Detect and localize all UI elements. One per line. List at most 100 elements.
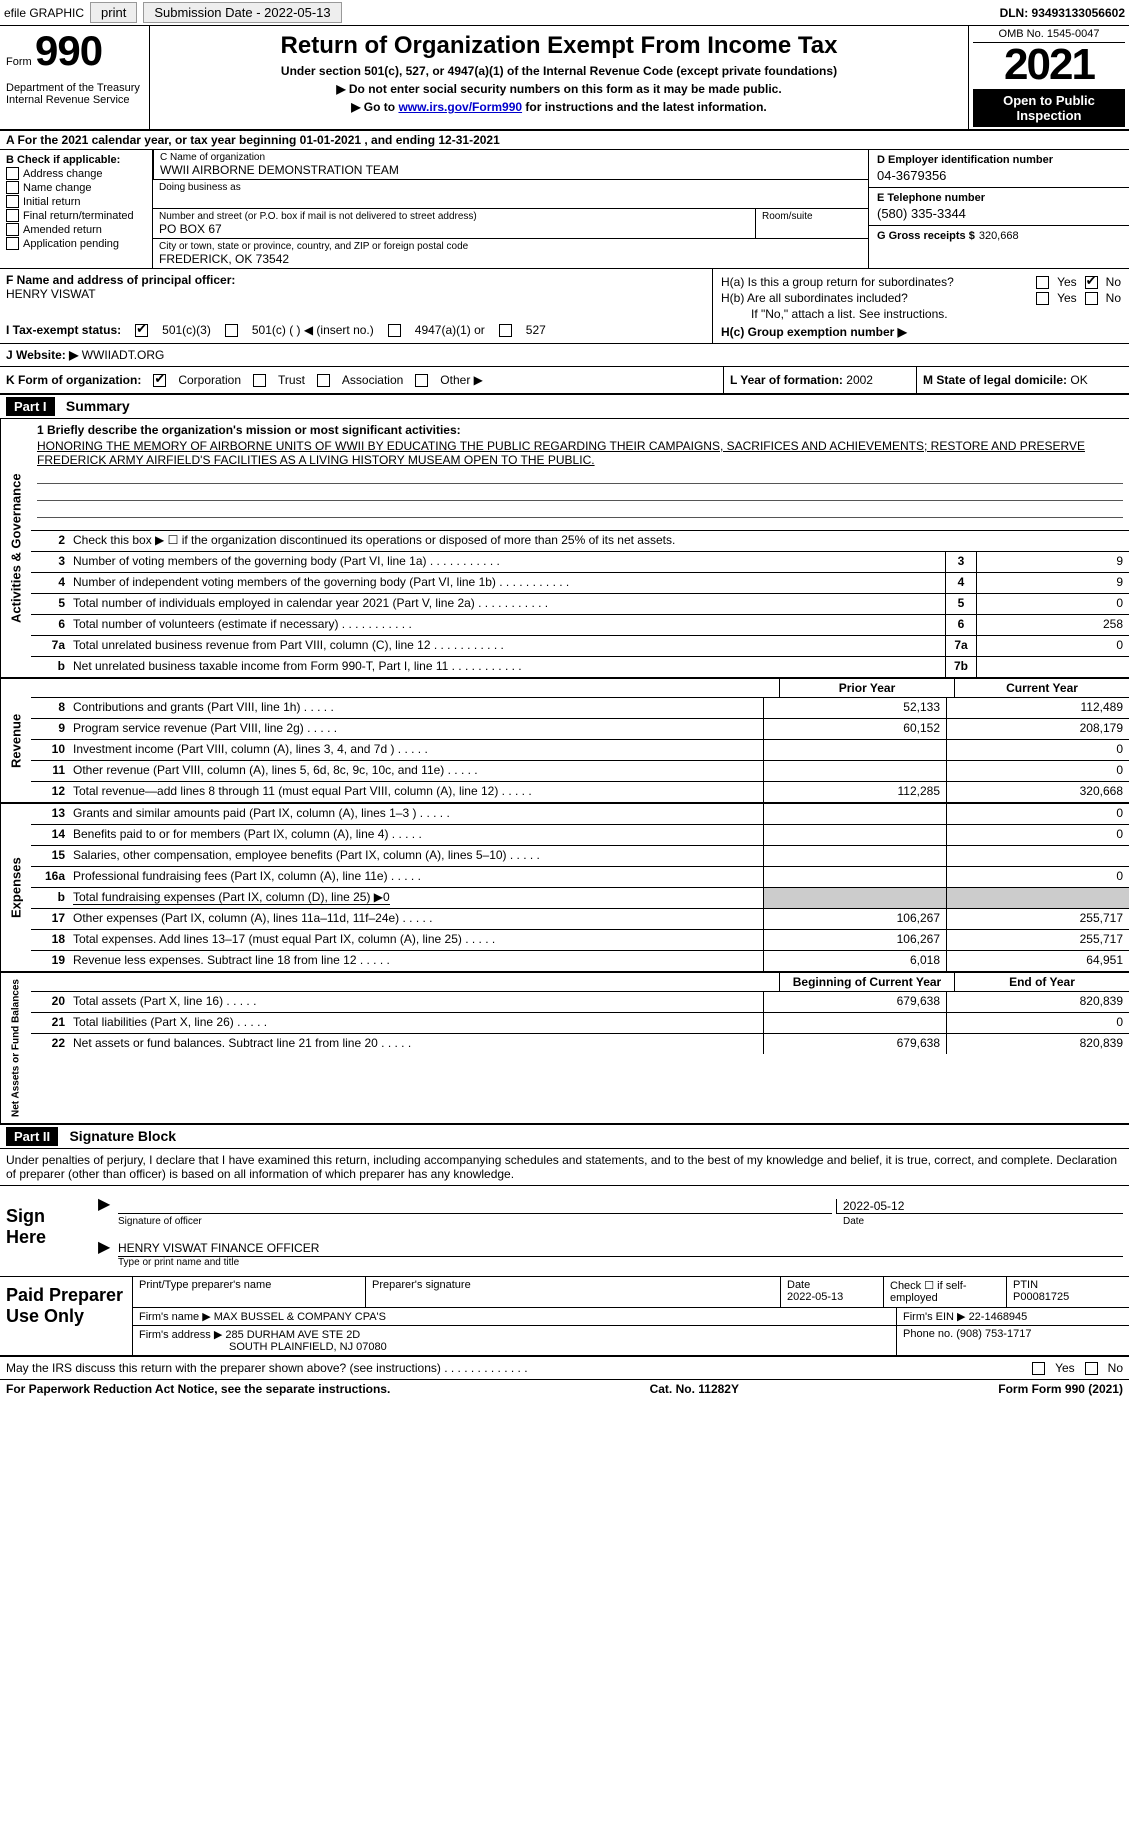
self-employed-check[interactable]: Check ☐ if self-employed: [884, 1277, 1007, 1307]
ha-no-checkbox[interactable]: [1085, 276, 1098, 289]
state-domicile: OK: [1070, 373, 1087, 387]
title-cell: Return of Organization Exempt From Incom…: [150, 26, 969, 129]
mission-text: HONORING THE MEMORY OF AIRBORNE UNITS OF…: [37, 439, 1123, 467]
part-i-title: Summary: [66, 398, 130, 414]
checkbox-initial-return[interactable]: [6, 195, 19, 208]
header-beginning-year: Beginning of Current Year: [779, 973, 954, 991]
addr-label: Number and street (or P.O. box if mail i…: [159, 211, 749, 222]
checkbox-amended[interactable]: [6, 223, 19, 236]
top-toolbar: efile GRAPHIC print Submission Date - 20…: [0, 0, 1129, 26]
side-label-activities: Activities & Governance: [0, 419, 31, 677]
firm-addr-label: Firm's address ▶: [139, 1329, 222, 1341]
table-row: 18Total expenses. Add lines 13–17 (must …: [31, 930, 1129, 951]
checkbox-501c[interactable]: [225, 324, 238, 337]
ein-label: D Employer identification number: [877, 154, 1121, 166]
cat-number: Cat. No. 11282Y: [650, 1382, 739, 1396]
table-row: 19Revenue less expenses. Subtract line 1…: [31, 951, 1129, 971]
m-label: M State of legal domicile:: [923, 373, 1067, 387]
checkbox-corporation[interactable]: [153, 374, 166, 387]
sign-here-label: Sign Here: [0, 1186, 92, 1276]
firm-ein-label: Firm's EIN ▶: [903, 1311, 966, 1323]
section-expenses: Expenses 13Grants and similar amounts pa…: [0, 804, 1129, 973]
checkbox-app-pending[interactable]: [6, 237, 19, 250]
table-row: 13Grants and similar amounts paid (Part …: [31, 804, 1129, 825]
dln-label: DLN: 93493133056602: [1000, 6, 1125, 20]
checkbox-name-change[interactable]: [6, 181, 19, 194]
city-value: FREDERICK, OK 73542: [159, 252, 862, 266]
checkbox-trust[interactable]: [253, 374, 266, 387]
net-column-headers: Beginning of Current Year End of Year: [31, 973, 1129, 992]
table-row: 21Total liabilities (Part X, line 26) . …: [31, 1013, 1129, 1034]
open-inspection: Open to Public Inspection: [973, 89, 1125, 127]
preparer-sig-label: Preparer's signature: [372, 1279, 774, 1291]
ha-yes-checkbox[interactable]: [1036, 276, 1049, 289]
sign-here-block: Sign Here ▶ 2022-05-12 Signature of offi…: [0, 1186, 1129, 1277]
org-name: WWII AIRBORNE DEMONSTRATION TEAM: [160, 163, 862, 177]
subtitle-3: ▶ Go to www.irs.gov/Form990 for instruct…: [156, 100, 962, 114]
line-1-brief: 1 Briefly describe the organization's mi…: [31, 419, 1129, 531]
checkbox-4947[interactable]: [388, 324, 401, 337]
part-ii-title: Signature Block: [69, 1128, 176, 1144]
col-b-title: B Check if applicable:: [6, 154, 146, 166]
officer-name-title: HENRY VISWAT FINANCE OFFICER: [118, 1241, 1123, 1257]
header-end-year: End of Year: [954, 973, 1129, 991]
paid-preparer-block: Paid Preparer Use Only Print/Type prepar…: [0, 1277, 1129, 1357]
print-button[interactable]: print: [90, 2, 137, 23]
side-label-net-assets: Net Assets or Fund Balances: [0, 973, 31, 1123]
part-ii-header-row: Part II Signature Block: [0, 1125, 1129, 1149]
checkbox-final-return[interactable]: [6, 209, 19, 222]
city-label: City or town, state or province, country…: [159, 241, 862, 252]
table-row: 12Total revenue—add lines 8 through 11 (…: [31, 782, 1129, 802]
firm-addr1: 285 DURHAM AVE STE 2D: [225, 1329, 360, 1341]
table-row: 10Investment income (Part VIII, column (…: [31, 740, 1129, 761]
header-current-year: Current Year: [954, 679, 1129, 697]
table-row: bTotal fundraising expenses (Part IX, co…: [31, 888, 1129, 909]
sig-officer-sublabel: Signature of officer: [118, 1216, 833, 1227]
website-value: WWIIADT.ORG: [82, 348, 165, 362]
firm-phone-value: (908) 753-1717: [956, 1328, 1031, 1340]
arrow-icon: ▶: [98, 1194, 114, 1214]
table-row: 8Contributions and grants (Part VIII, li…: [31, 698, 1129, 719]
firm-name-label: Firm's name ▶: [139, 1311, 211, 1323]
l-label: L Year of formation:: [730, 373, 843, 387]
form990-link[interactable]: www.irs.gov/Form990: [398, 100, 522, 114]
paperwork-notice: For Paperwork Reduction Act Notice, see …: [6, 1382, 390, 1396]
discuss-no-checkbox[interactable]: [1085, 1362, 1098, 1375]
row-a-calendar-year: A For the 2021 calendar year, or tax yea…: [0, 131, 1129, 150]
table-row: 5Total number of individuals employed in…: [31, 594, 1129, 615]
table-row: 4Number of independent voting members of…: [31, 573, 1129, 594]
table-row: 7aTotal unrelated business revenue from …: [31, 636, 1129, 657]
column-b-checkboxes: B Check if applicable: Address change Na…: [0, 150, 153, 268]
efile-label: efile GRAPHIC: [4, 6, 84, 20]
firm-ein-value: 22-1468945: [969, 1311, 1028, 1323]
table-row: 11Other revenue (Part VIII, column (A), …: [31, 761, 1129, 782]
print-name-label: Print/Type preparer's name: [139, 1279, 359, 1291]
c-name-label: C Name of organization: [160, 152, 862, 163]
checkbox-association[interactable]: [317, 374, 330, 387]
address-value: PO BOX 67: [159, 222, 749, 236]
part-i-badge: Part I: [6, 397, 55, 416]
irs-label: Internal Revenue Service: [6, 94, 143, 106]
checkbox-527[interactable]: [499, 324, 512, 337]
discuss-yes-checkbox[interactable]: [1032, 1362, 1045, 1375]
hb-no-checkbox[interactable]: [1085, 292, 1098, 305]
form-ref: Form Form 990 (2021): [998, 1382, 1123, 1396]
firm-addr2: SOUTH PLAINFIELD, NJ 07080: [229, 1341, 387, 1353]
year-formation: 2002: [846, 373, 873, 387]
table-row: 3Number of voting members of the governi…: [31, 552, 1129, 573]
column-deg: D Employer identification number 04-3679…: [868, 150, 1129, 268]
form-number: 990: [35, 27, 102, 74]
officer-name: HENRY VISWAT: [6, 287, 96, 301]
phone-label: E Telephone number: [877, 192, 1121, 204]
submission-date-button[interactable]: Submission Date - 2022-05-13: [143, 2, 341, 23]
checkbox-other[interactable]: [415, 374, 428, 387]
checkbox-address-change[interactable]: [6, 167, 19, 180]
signature-line[interactable]: [118, 1212, 832, 1214]
firm-phone-label: Phone no.: [903, 1328, 953, 1340]
form-number-cell: Form 990 Department of the Treasury Inte…: [0, 26, 150, 129]
header-prior-year: Prior Year: [779, 679, 954, 697]
dba-label: Doing business as: [159, 182, 862, 193]
checkbox-501c3[interactable]: [135, 324, 148, 337]
hb-yes-checkbox[interactable]: [1036, 292, 1049, 305]
row-klm: K Form of organization: Corporation Trus…: [0, 367, 1129, 395]
